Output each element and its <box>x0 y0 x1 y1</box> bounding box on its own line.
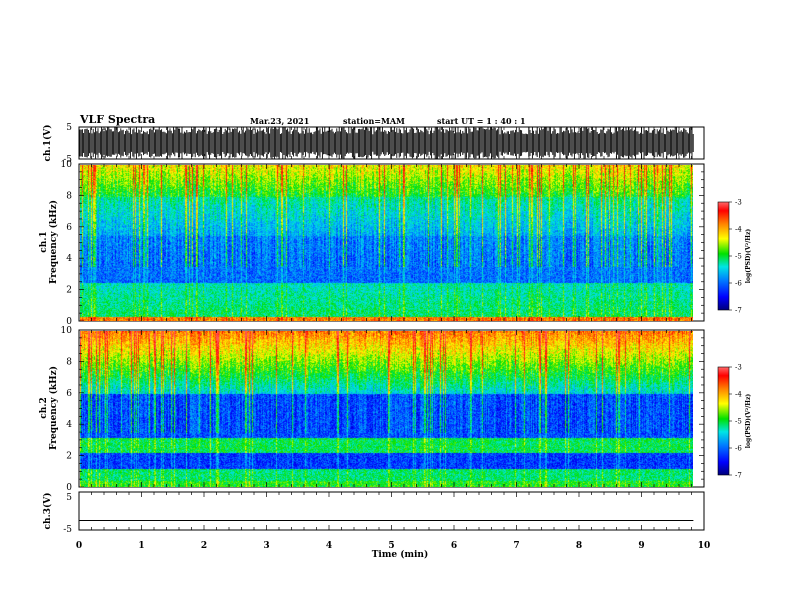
time-axis-tick-label: 9 <box>638 541 644 551</box>
spectrogram-pixels <box>80 165 693 321</box>
time-axis-tick-label: 1 <box>138 541 144 551</box>
ch2-spec-ytick-label: 4 <box>66 420 72 430</box>
time-axis-tick-label: 4 <box>326 541 332 551</box>
ch1-spec-ytick-label: 6 <box>66 223 72 233</box>
ch2-colorbar-label: log(PSD)(V²/Hz) <box>745 394 752 449</box>
chart-title: VLF Spectra <box>80 113 156 126</box>
ch2-colorbar-tick-label: -7 <box>735 472 742 480</box>
time-axis-tick-label: 6 <box>451 541 457 551</box>
ch1-spectrogram-image <box>80 165 693 321</box>
time-axis-tick-label: 8 <box>576 541 582 551</box>
ch2-spectrogram-panel: 0 2 4 6 8 10 ch.2 Frequency (kHz) <box>39 326 705 493</box>
ch2-colorbar-tick-label: -6 <box>735 445 742 453</box>
ch3-ytick-5: 5 <box>66 493 72 503</box>
ch2-colorbar-tick-label: -3 <box>735 364 742 372</box>
ch1-waveform-trace <box>79 127 694 159</box>
ch1-spec-ylabel-line1: ch.1 <box>39 231 49 252</box>
ch2-colorbar: -3 -4 -5 -6 -7 log(PSD)(V²/Hz) <box>717 364 752 480</box>
ch3-ytick-neg5: -5 <box>63 525 72 535</box>
ch1-spec-ylabel-line2: Frequency (kHz) <box>48 200 59 284</box>
time-axis-tick-label: 2 <box>201 541 207 551</box>
time-axis-label: Time (min) <box>372 549 429 560</box>
station-label: station=MAM <box>343 116 405 126</box>
time-axis-tick-label: 3 <box>263 541 269 551</box>
time-axis-tick-label: 7 <box>513 541 519 551</box>
ch1-waveform-panel: 5 -5 ch.1(V) <box>42 123 705 165</box>
ch1-colorbar: -3 -4 -5 -6 -7 log(PSD)(V²/Hz) <box>717 199 752 315</box>
ch1-spec-ytick-label: 4 <box>66 254 72 264</box>
ch1-waveform-line <box>79 127 694 159</box>
ch2-spec-ytick-label: 2 <box>66 452 72 462</box>
ch1-colorbar-tick-label: -6 <box>735 280 742 288</box>
ch2-spec-ylabel-line2: Frequency (kHz) <box>48 366 59 450</box>
ch2-spec-ytick-label: 6 <box>66 389 72 399</box>
ch1-spec-ytick-label: 8 <box>66 191 72 201</box>
ch2-spec-ylabel-line1: ch.2 <box>39 397 49 418</box>
ch1-colorbar-tick-label: -7 <box>735 307 742 315</box>
ch1-spec-ytick-label: 0 <box>66 317 72 327</box>
ch1-ytick-neg5: -5 <box>63 155 72 165</box>
ch2-spec-ytick-label: 8 <box>66 357 72 367</box>
ch2-colorbar-tick-label: -5 <box>735 418 742 426</box>
date-label: Mar.23, 2021 <box>250 116 310 126</box>
ch1-colorbar-tick-label: -5 <box>735 253 742 261</box>
ch1-spec-ytick-label: 2 <box>66 286 72 296</box>
ch2-spec-ytick-label: 0 <box>66 483 72 493</box>
ch1-waveform-ylabel: ch.1(V) <box>42 125 53 162</box>
ch1-spec-ytick-label: 10 <box>61 160 73 170</box>
ch1-spectrogram-panel: 0 2 4 6 8 10 ch.1 Frequency (kHz) <box>39 160 705 327</box>
start-time-label: start UT = 1 : 40 : 1 <box>437 116 526 126</box>
ch1-colorbar-tick-label: -4 <box>735 226 742 234</box>
ch2-colorbar-tick-label: -4 <box>735 391 742 399</box>
time-axis-tick-label: 0 <box>76 541 82 551</box>
time-axis-tick-label: 5 <box>388 541 394 551</box>
time-axis-tick-label: 10 <box>698 541 711 551</box>
ch1-ytick-5: 5 <box>66 123 72 133</box>
ch2-spec-ytick-label: 10 <box>61 326 73 336</box>
ch2-spectrogram-image <box>80 331 693 487</box>
ch1-colorbar-tick-label: -3 <box>735 199 742 207</box>
ch3-waveform-panel: 5 -5 ch.3(V) <box>42 491 705 535</box>
ch3-waveform-ylabel: ch.3(V) <box>42 493 53 530</box>
ch1-colorbar-label: log(PSD)(V²/Hz) <box>745 229 752 284</box>
time-axis-tick-labels: 0 1 2 3 4 5 6 7 8 9 10 <box>76 541 710 551</box>
spectrogram-pixels <box>80 331 693 487</box>
